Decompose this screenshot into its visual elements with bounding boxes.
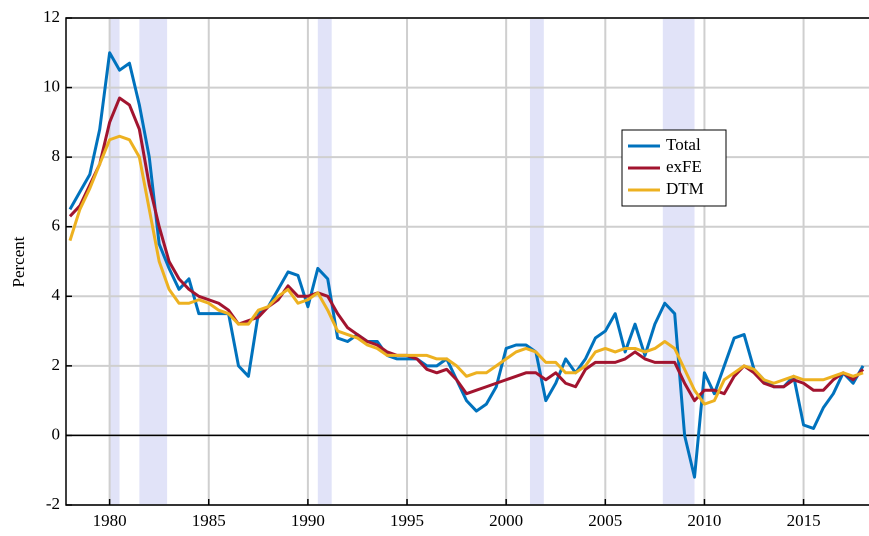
series-line — [68, 134, 864, 406]
y-tick-label: 6 — [52, 216, 61, 235]
shaded-period — [139, 18, 168, 505]
y-tick-label: 12 — [43, 7, 60, 26]
y-tick-label: 2 — [52, 355, 61, 374]
x-tick-label: 1985 — [192, 511, 226, 530]
shaded-period — [662, 18, 695, 505]
x-tick-label: 2005 — [588, 511, 622, 530]
legend-label: exFE — [666, 157, 702, 176]
axis-frame — [65, 17, 869, 506]
legend: Total exFE DTM — [621, 129, 727, 207]
legend-label: Total — [666, 135, 701, 154]
x-tick-label: 2015 — [787, 511, 821, 530]
shaded-period — [317, 18, 332, 505]
y-tick-label: 0 — [52, 424, 61, 443]
x-tick-label: 1995 — [390, 511, 424, 530]
legend-label: DTM — [666, 179, 704, 198]
shaded-period — [109, 18, 120, 505]
x-tick-label: 1990 — [291, 511, 325, 530]
y-tick-label: 8 — [52, 146, 61, 165]
series-line — [68, 51, 865, 479]
x-tick-label: 2000 — [489, 511, 523, 530]
x-tick-label: 1980 — [93, 511, 127, 530]
shaded-period — [529, 18, 544, 505]
y-axis-label: Percent — [9, 236, 28, 287]
series-line — [68, 96, 865, 403]
y-tick-label: 10 — [43, 76, 60, 95]
y-tick-label: 4 — [52, 285, 61, 304]
y-tick-label: -2 — [46, 494, 60, 513]
x-tick-label: 2010 — [687, 511, 721, 530]
